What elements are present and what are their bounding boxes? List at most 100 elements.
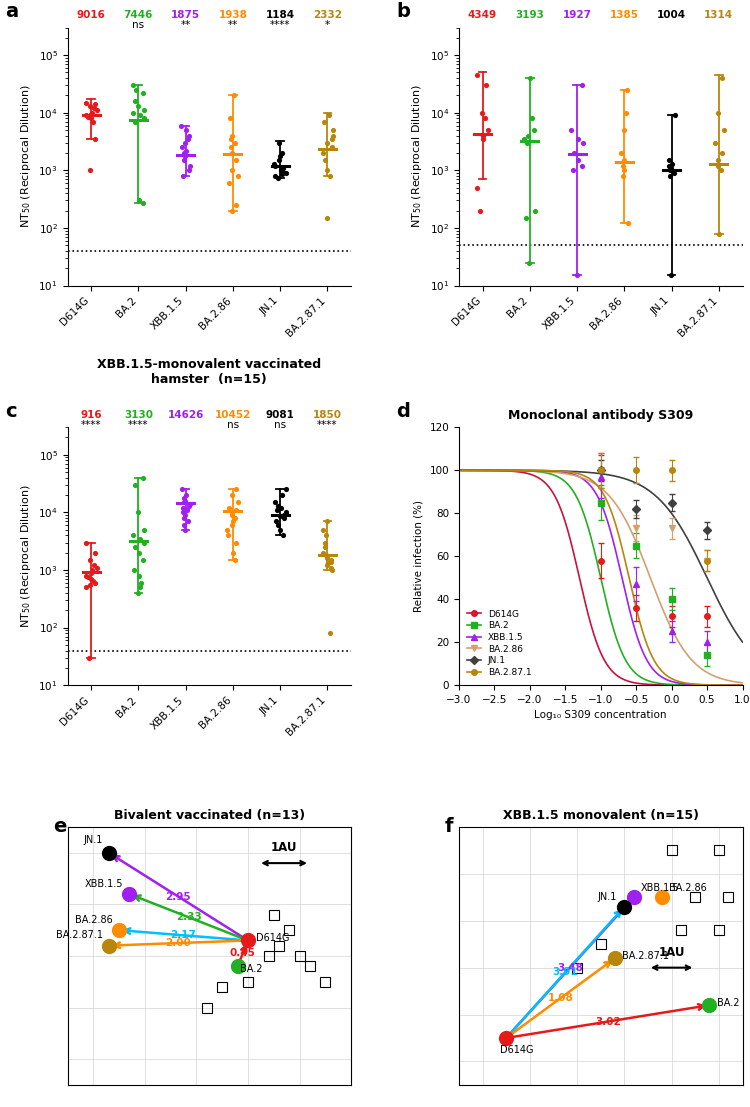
Title: XBB.1.5 monovalent (n=15): XBB.1.5 monovalent (n=15): [503, 809, 699, 821]
Point: [321, 162, 333, 179]
Point: [178, 144, 190, 162]
Point: [226, 127, 238, 145]
Point: [138, 521, 150, 539]
Point: [718, 122, 730, 139]
Point: [130, 81, 142, 99]
Point: [128, 561, 140, 579]
Point: [84, 576, 96, 593]
Point: [280, 480, 292, 498]
Y-axis label: NT$_{50}$ (Reciprocal Dilution): NT$_{50}$ (Reciprocal Dilution): [19, 485, 33, 628]
Point: [326, 561, 338, 579]
Point: [317, 144, 329, 162]
Text: 1.08: 1.08: [548, 993, 574, 1003]
Point: [179, 142, 191, 159]
Point: [176, 138, 188, 156]
Point: [280, 504, 292, 521]
Point: [132, 584, 144, 602]
Point: [620, 104, 632, 122]
Point: [226, 516, 238, 534]
Point: [229, 509, 241, 527]
Point: [476, 131, 488, 148]
Point: [134, 530, 146, 548]
Point: [88, 131, 101, 148]
Point: [182, 513, 194, 530]
Point: [176, 480, 188, 498]
Text: 7446: 7446: [124, 10, 153, 20]
Text: 1AU: 1AU: [658, 946, 685, 960]
Text: 9016: 9016: [76, 10, 106, 20]
Point: [88, 557, 100, 575]
Point: [477, 127, 489, 145]
Point: [222, 527, 234, 545]
Point: [138, 534, 150, 551]
Point: [85, 551, 97, 569]
Point: [129, 476, 141, 494]
Point: [138, 102, 150, 120]
Point: [663, 152, 675, 169]
Text: 1184: 1184: [266, 10, 295, 20]
Point: [86, 104, 98, 122]
Point: [180, 122, 192, 139]
Point: [80, 579, 92, 597]
Point: [325, 552, 337, 570]
Point: [275, 499, 287, 517]
Text: **: **: [228, 20, 238, 30]
Point: [88, 573, 101, 591]
Point: [134, 106, 146, 124]
Text: XBB.1.5: XBB.1.5: [85, 879, 123, 889]
Point: [622, 81, 634, 99]
Point: [529, 201, 541, 219]
Point: [572, 131, 584, 148]
Text: 916: 916: [80, 410, 102, 420]
Point: [132, 97, 144, 115]
Point: [274, 508, 286, 526]
Point: [179, 492, 191, 509]
Text: 1AU: 1AU: [271, 841, 297, 853]
Point: [318, 113, 330, 131]
Point: [133, 567, 145, 584]
Point: [85, 97, 97, 115]
Point: [272, 516, 284, 534]
Point: [137, 469, 149, 487]
Point: [137, 194, 149, 211]
Text: 1385: 1385: [610, 10, 639, 20]
Text: BA.2.87.1: BA.2.87.1: [56, 931, 103, 941]
Point: [178, 516, 190, 534]
Point: [230, 196, 242, 214]
Text: ****: ****: [270, 20, 290, 30]
Point: [136, 573, 148, 591]
Point: [129, 92, 141, 110]
Point: [86, 105, 98, 123]
Text: 3193: 3193: [515, 10, 544, 20]
Point: [522, 127, 534, 145]
Point: [317, 521, 329, 539]
Point: [137, 84, 149, 102]
Text: BA.2: BA.2: [240, 964, 262, 974]
Point: [129, 113, 141, 131]
Point: [183, 497, 195, 515]
Point: [665, 267, 677, 284]
Point: [226, 201, 238, 219]
Text: 10452: 10452: [214, 410, 251, 420]
Point: [226, 506, 238, 524]
Point: [178, 509, 190, 527]
Text: a: a: [5, 2, 18, 21]
Point: [133, 192, 145, 209]
Point: [86, 570, 98, 588]
Point: [566, 122, 578, 139]
Point: [230, 501, 242, 519]
Point: [622, 215, 634, 232]
Text: c: c: [5, 402, 16, 421]
Text: JN.1: JN.1: [83, 835, 103, 845]
Point: [268, 155, 280, 173]
Y-axis label: Relative infection (%): Relative infection (%): [414, 500, 424, 612]
Point: [178, 489, 190, 507]
Text: D614G: D614G: [500, 1045, 534, 1055]
Point: [184, 157, 196, 175]
Point: [137, 551, 149, 569]
Point: [568, 144, 580, 162]
Point: [184, 495, 196, 513]
Point: [80, 567, 92, 584]
Point: [226, 486, 238, 504]
Point: [616, 157, 628, 175]
